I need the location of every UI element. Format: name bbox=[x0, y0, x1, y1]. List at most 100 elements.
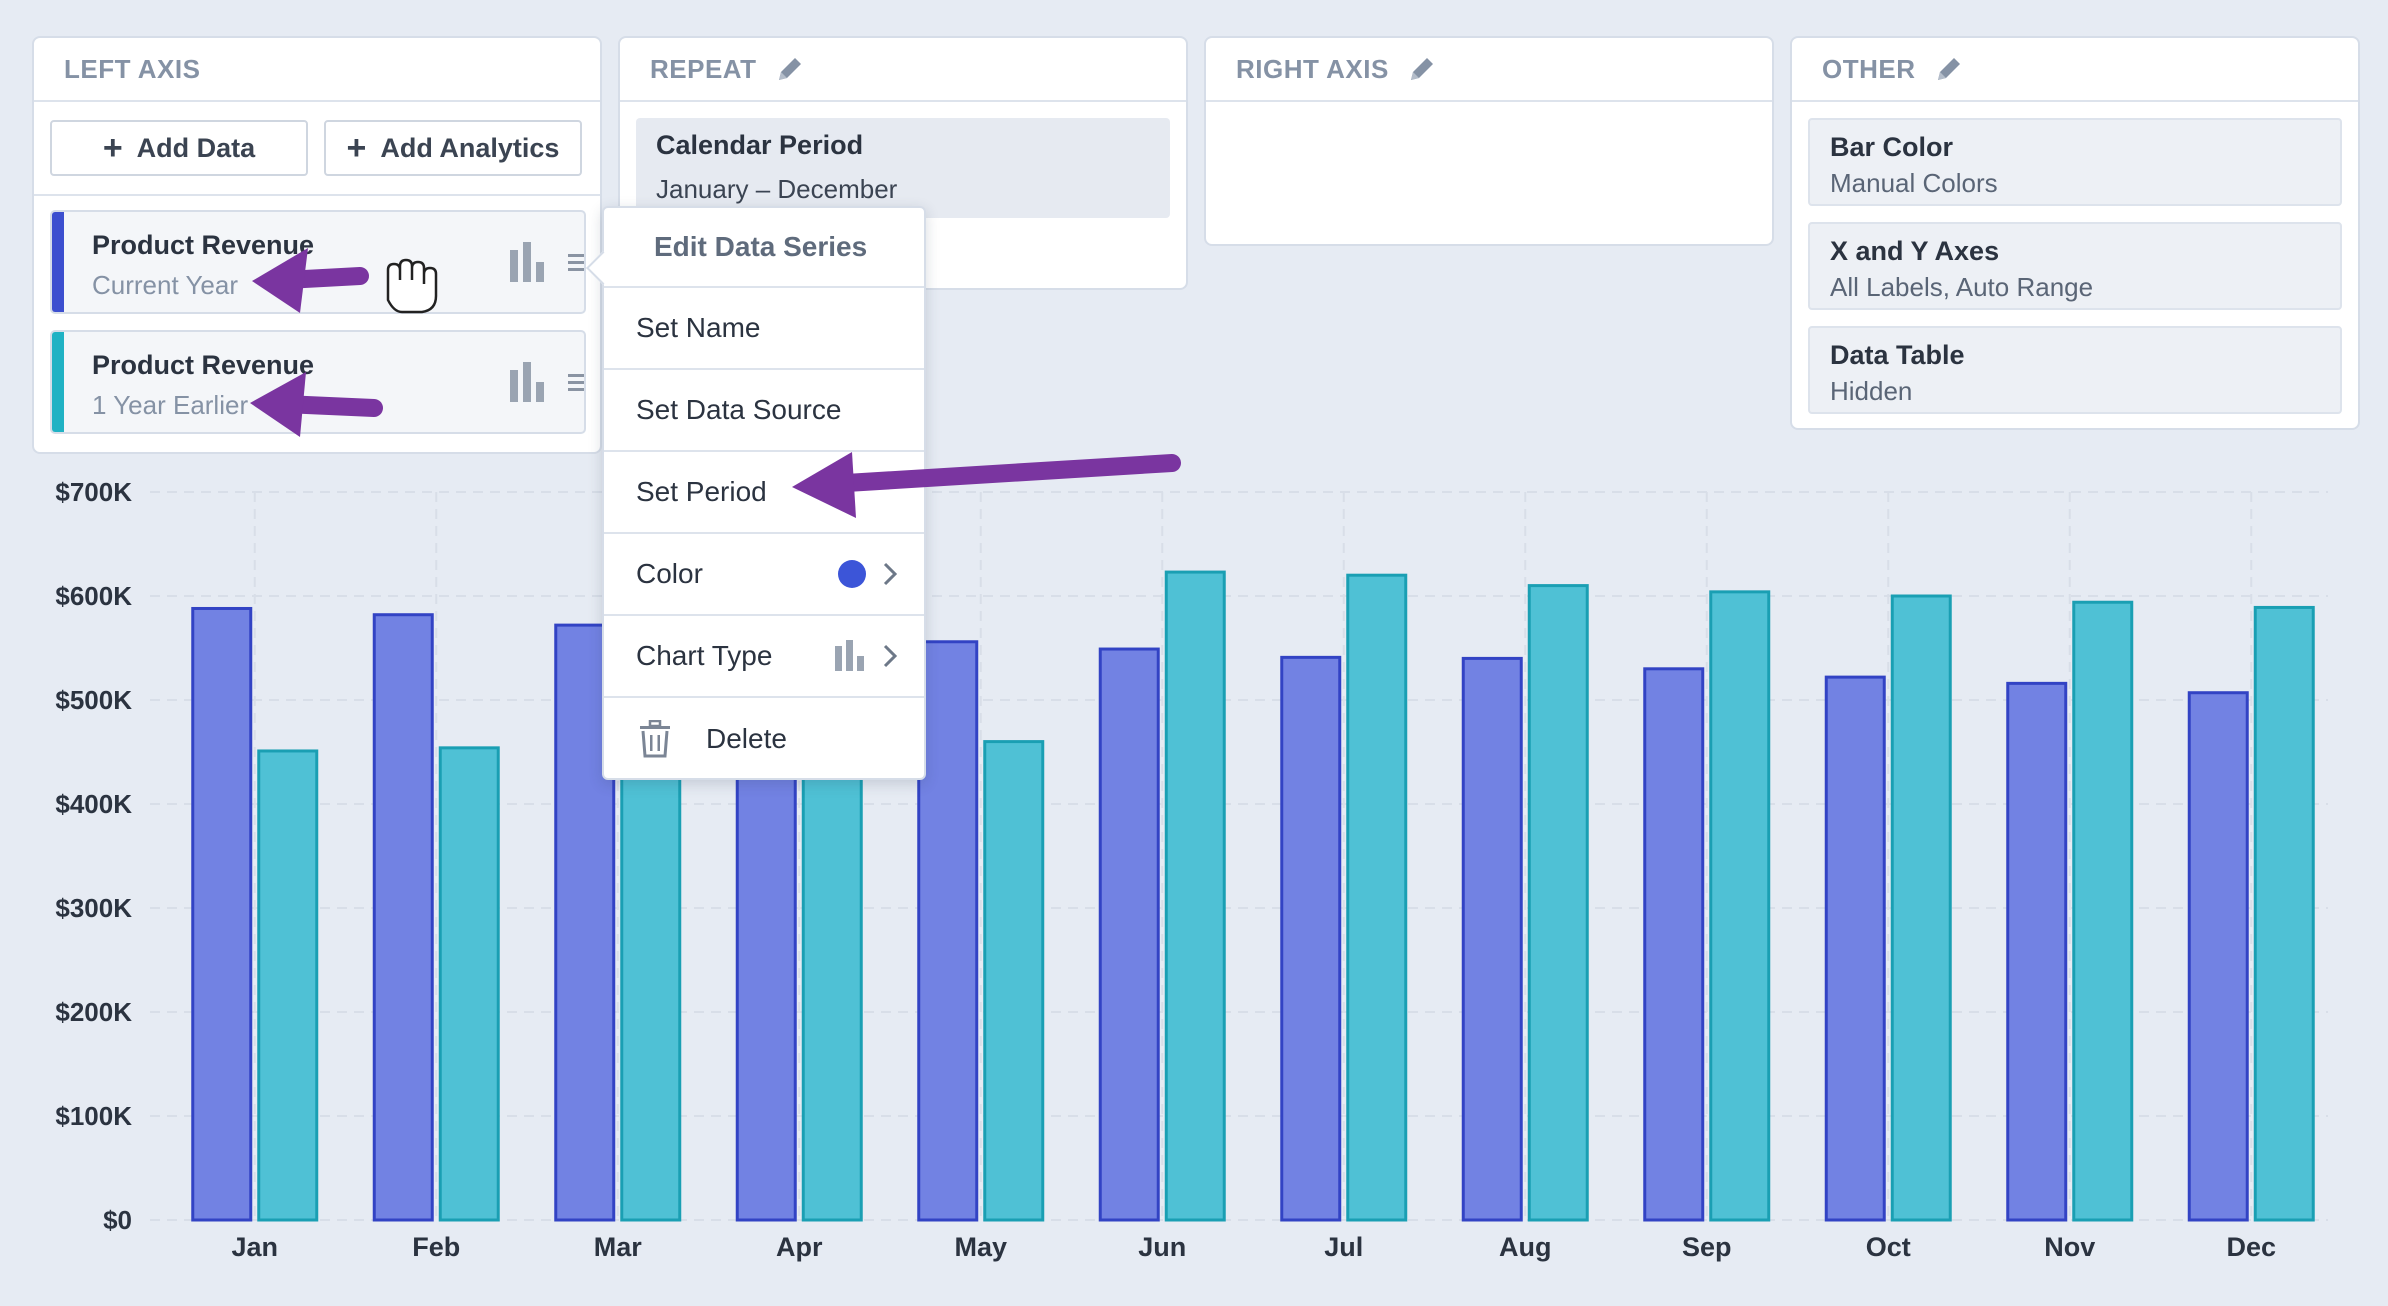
bar-current-year-may bbox=[917, 640, 979, 1222]
bar-1-year-earlier-oct bbox=[1890, 594, 1952, 1222]
y-tick-label: $200K bbox=[55, 997, 132, 1027]
calendar-period-title: Calendar Period bbox=[656, 130, 864, 160]
x-tick-label: Oct bbox=[1866, 1232, 1911, 1262]
x-tick-label: Aug bbox=[1499, 1232, 1551, 1262]
bar-current-year-nov bbox=[2006, 681, 2068, 1222]
popup-title: Edit Data Series bbox=[604, 208, 924, 288]
y-tick-label: $100K bbox=[55, 1101, 132, 1131]
bar-current-year-oct bbox=[1824, 675, 1886, 1222]
y-tick-label: $300K bbox=[55, 893, 132, 923]
x-tick-label: Mar bbox=[594, 1232, 643, 1262]
other-panel: OTHER Bar Color Manual Colors X and Y Ax… bbox=[1790, 36, 2360, 430]
chart-type-controls bbox=[834, 616, 898, 696]
x-tick-label: Sep bbox=[1682, 1232, 1732, 1262]
x-tick-label: Dec bbox=[2226, 1232, 2276, 1262]
x-tick-label: Feb bbox=[412, 1232, 460, 1262]
set-name-label: Set Name bbox=[636, 312, 761, 343]
drag-handle-icon[interactable] bbox=[566, 372, 584, 394]
other-header: OTHER bbox=[1792, 38, 2358, 102]
other-title: OTHER bbox=[1822, 53, 1916, 84]
chevron-right-icon bbox=[883, 562, 898, 586]
right-axis-title: RIGHT AXIS bbox=[1236, 53, 1389, 84]
bar-current-year-dec bbox=[2187, 691, 2249, 1222]
y-tick-label: $0 bbox=[103, 1205, 132, 1235]
bar-color-title: Bar Color bbox=[1830, 132, 1954, 162]
chart-type-label: Chart Type bbox=[636, 640, 773, 671]
bar-current-year-sep bbox=[1643, 667, 1705, 1222]
right-axis-header: RIGHT AXIS bbox=[1206, 38, 1772, 102]
series-item-1-year-earlier[interactable]: Product Revenue 1 Year Earlier bbox=[50, 330, 586, 434]
pencil-icon[interactable] bbox=[1407, 54, 1437, 84]
menu-item-color[interactable]: Color bbox=[604, 534, 924, 616]
bar-chart-icon bbox=[835, 640, 864, 671]
delete-label: Delete bbox=[706, 723, 787, 754]
series-color-stripe bbox=[52, 332, 64, 432]
y-tick-label: $600K bbox=[55, 581, 132, 611]
color-controls bbox=[838, 534, 898, 614]
series-name: Product Revenue bbox=[92, 230, 315, 260]
menu-item-delete[interactable]: Delete bbox=[604, 698, 924, 780]
pencil-icon[interactable] bbox=[1934, 54, 1964, 84]
axes-title: X and Y Axes bbox=[1830, 236, 2000, 266]
y-tick-label: $400K bbox=[55, 789, 132, 819]
data-table-cell[interactable]: Data Table Hidden bbox=[1808, 326, 2342, 414]
color-swatch bbox=[838, 560, 866, 588]
right-axis-panel: RIGHT AXIS bbox=[1204, 36, 1774, 246]
set-data-source-label: Set Data Source bbox=[636, 394, 842, 425]
add-data-button[interactable]: + Add Data bbox=[50, 120, 308, 176]
plus-icon: + bbox=[102, 129, 123, 167]
axes-cell[interactable]: X and Y Axes All Labels, Auto Range bbox=[1808, 222, 2342, 310]
edit-data-series-menu: Edit Data Series Set Name Set Data Sourc… bbox=[586, 206, 926, 780]
divider bbox=[34, 194, 600, 196]
plus-icon: + bbox=[346, 129, 367, 167]
bar-1-year-earlier-sep bbox=[1709, 590, 1771, 1222]
x-tick-label: Jun bbox=[1138, 1232, 1186, 1262]
bar-1-year-earlier-apr bbox=[801, 748, 863, 1222]
trash-icon bbox=[640, 720, 670, 758]
bar-current-year-jan bbox=[191, 606, 253, 1222]
x-tick-label: Nov bbox=[2044, 1232, 2095, 1262]
left-axis-title: LEFT AXIS bbox=[64, 53, 201, 84]
bar-chart-icon[interactable] bbox=[508, 242, 548, 284]
add-data-label: Add Data bbox=[136, 132, 256, 163]
add-analytics-button[interactable]: + Add Analytics bbox=[324, 120, 582, 176]
bar-current-year-jun bbox=[1098, 647, 1160, 1222]
pencil-icon[interactable] bbox=[775, 54, 805, 84]
set-period-label: Set Period bbox=[636, 476, 767, 507]
bar-1-year-earlier-nov bbox=[2072, 600, 2134, 1222]
bar-current-year-aug bbox=[1461, 656, 1523, 1222]
x-tick-label: Apr bbox=[776, 1232, 823, 1262]
bar-current-year-feb bbox=[372, 613, 434, 1222]
menu-item-set-data-source[interactable]: Set Data Source bbox=[604, 370, 924, 452]
series-item-current-year[interactable]: Product Revenue Current Year bbox=[50, 210, 586, 314]
repeat-panel: REPEAT Calendar Period January – Decembe… bbox=[618, 36, 1188, 290]
bar-1-year-earlier-jan bbox=[257, 749, 319, 1222]
series-name: Product Revenue bbox=[92, 350, 315, 380]
y-tick-label: $700K bbox=[55, 477, 132, 507]
menu-item-chart-type[interactable]: Chart Type bbox=[604, 616, 924, 698]
bar-1-year-earlier-may bbox=[983, 740, 1045, 1222]
bar-1-year-earlier-aug bbox=[1527, 584, 1589, 1222]
bar-1-year-earlier-jul bbox=[1346, 573, 1408, 1222]
series-subtitle: 1 Year Earlier bbox=[92, 390, 249, 420]
calendar-period-cell[interactable]: Calendar Period January – December bbox=[636, 118, 1170, 218]
series-color-stripe bbox=[52, 212, 64, 312]
drag-handle-icon[interactable] bbox=[566, 252, 584, 274]
bar-1-year-earlier-jun bbox=[1164, 570, 1226, 1222]
menu-item-set-period[interactable]: Set Period bbox=[604, 452, 924, 534]
axes-value: All Labels, Auto Range bbox=[1830, 272, 2094, 302]
bar-1-year-earlier-mar bbox=[620, 755, 682, 1222]
bar-chart-icon[interactable] bbox=[508, 362, 548, 404]
x-tick-label: Jan bbox=[231, 1232, 278, 1262]
repeat-title: REPEAT bbox=[650, 53, 757, 84]
data-table-value: Hidden bbox=[1830, 376, 1913, 406]
series-subtitle: Current Year bbox=[92, 270, 238, 300]
data-table-title: Data Table bbox=[1830, 340, 1965, 370]
x-tick-label: Jul bbox=[1324, 1232, 1363, 1262]
bar-color-cell[interactable]: Bar Color Manual Colors bbox=[1808, 118, 2342, 206]
repeat-header: REPEAT bbox=[620, 38, 1186, 102]
bar-color-value: Manual Colors bbox=[1830, 168, 1998, 198]
menu-item-set-name[interactable]: Set Name bbox=[604, 288, 924, 370]
x-tick-label: May bbox=[954, 1232, 1007, 1262]
